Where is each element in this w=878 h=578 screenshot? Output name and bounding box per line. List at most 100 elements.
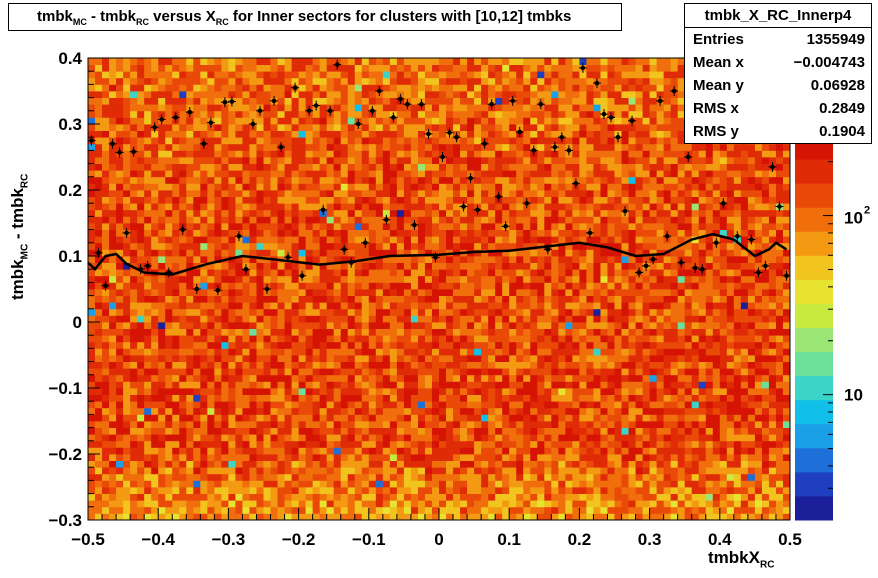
heatmap-cell bbox=[586, 407, 594, 415]
heatmap-cell bbox=[263, 335, 271, 343]
heatmap-cell bbox=[172, 64, 180, 72]
heatmap-cell bbox=[95, 315, 103, 323]
heatmap-cell bbox=[424, 500, 433, 508]
heatmap-cell bbox=[291, 454, 299, 461]
heatmap-cell bbox=[347, 157, 356, 164]
heatmap-cell bbox=[151, 223, 159, 230]
heatmap-cell bbox=[158, 355, 166, 362]
heatmap-cell bbox=[509, 447, 517, 455]
heatmap-cell bbox=[488, 269, 496, 277]
heatmap-cell bbox=[249, 110, 257, 118]
heatmap-cell bbox=[263, 487, 271, 494]
heatmap-cell bbox=[474, 427, 482, 435]
heatmap-cell bbox=[558, 77, 566, 85]
heatmap-cell bbox=[361, 269, 370, 277]
heatmap-cell bbox=[488, 163, 496, 171]
heatmap-cell bbox=[410, 355, 419, 362]
heatmap-cell bbox=[368, 71, 377, 79]
heatmap-cell bbox=[102, 414, 110, 422]
heatmap-cell bbox=[410, 460, 419, 468]
heatmap-cell bbox=[193, 223, 201, 230]
heatmap-cell bbox=[333, 282, 342, 290]
heatmap-cell bbox=[424, 308, 433, 316]
heatmap-cell bbox=[424, 401, 433, 409]
heatmap-cell bbox=[361, 341, 370, 349]
heatmap-cell bbox=[305, 130, 314, 138]
heatmap-cell bbox=[270, 64, 278, 72]
heatmap-cell bbox=[495, 183, 503, 191]
heatmap-cell bbox=[88, 414, 96, 422]
heatmap-cell bbox=[102, 506, 110, 514]
heatmap-cell bbox=[186, 262, 194, 270]
heatmap-cell bbox=[509, 104, 517, 112]
heatmap-cell bbox=[354, 143, 363, 151]
heatmap-cell bbox=[319, 289, 328, 296]
heatmap-cell bbox=[263, 150, 271, 158]
heatmap-cell bbox=[572, 374, 580, 382]
heatmap-cell bbox=[403, 275, 412, 283]
heatmap-cell bbox=[228, 249, 236, 257]
heatmap-cell bbox=[460, 190, 468, 197]
heatmap-cell bbox=[130, 473, 138, 481]
heatmap-cell bbox=[116, 71, 124, 79]
heatmap-cell bbox=[270, 117, 278, 125]
heatmap-cell bbox=[347, 407, 356, 415]
heatmap-cell bbox=[516, 368, 524, 376]
heatmap-cell bbox=[396, 104, 405, 112]
heatmap-cell bbox=[382, 401, 391, 409]
heatmap-cell bbox=[144, 302, 152, 310]
heatmap-cell bbox=[361, 427, 370, 435]
heatmap-cell bbox=[102, 203, 110, 211]
heatmap-cell bbox=[354, 262, 363, 270]
heatmap-cell bbox=[326, 401, 335, 409]
heatmap-cell bbox=[249, 440, 257, 448]
heatmap-cell bbox=[354, 183, 363, 191]
heatmap-cell bbox=[214, 130, 222, 138]
heatmap-cell bbox=[270, 209, 278, 217]
heatmap-cell bbox=[403, 467, 412, 475]
heatmap-cell bbox=[474, 282, 482, 290]
heatmap-cell bbox=[523, 407, 531, 415]
heatmap-cell bbox=[495, 117, 503, 125]
heatmap-cell bbox=[361, 467, 370, 475]
heatmap-cell bbox=[354, 388, 363, 395]
heatmap-cell bbox=[579, 308, 587, 316]
heatmap-cell bbox=[375, 229, 384, 237]
heatmap-cell bbox=[446, 434, 454, 442]
heatmap-cell bbox=[214, 388, 222, 395]
heatmap-cell bbox=[144, 440, 152, 448]
heatmap-cell bbox=[158, 64, 166, 72]
heatmap-cell bbox=[389, 170, 398, 178]
heatmap-cell bbox=[221, 322, 229, 329]
heatmap-cell bbox=[88, 434, 96, 442]
heatmap-cell bbox=[530, 249, 538, 257]
heatmap-cell bbox=[333, 341, 342, 349]
heatmap-cell bbox=[221, 500, 229, 508]
heatmap-cell bbox=[551, 368, 559, 376]
heatmap-cell bbox=[88, 203, 96, 211]
heatmap-cell bbox=[565, 130, 573, 138]
heatmap-cell bbox=[165, 229, 173, 237]
heatmap-cell bbox=[572, 460, 580, 468]
heatmap-cell bbox=[109, 302, 117, 310]
heatmap-cell bbox=[572, 196, 580, 204]
heatmap-cell bbox=[130, 256, 138, 263]
heatmap-cell bbox=[565, 493, 573, 501]
heatmap-cell bbox=[200, 302, 208, 310]
heatmap-cell bbox=[277, 427, 285, 435]
heatmap-cell bbox=[200, 493, 208, 501]
heatmap-cell bbox=[375, 374, 384, 382]
heatmap-cell bbox=[249, 157, 257, 164]
heatmap-cell bbox=[102, 150, 110, 158]
heatmap-cell bbox=[319, 236, 328, 244]
heatmap-cell bbox=[495, 361, 503, 369]
heatmap-cell bbox=[467, 513, 475, 521]
heatmap-cell bbox=[151, 328, 159, 336]
heatmap-cell bbox=[551, 137, 559, 145]
heatmap-cell bbox=[207, 440, 215, 448]
heatmap-cell bbox=[200, 440, 208, 448]
heatmap-cell bbox=[186, 454, 194, 461]
heatmap-cell bbox=[312, 361, 321, 369]
heatmap-cell bbox=[509, 355, 517, 362]
heatmap-cell bbox=[537, 427, 545, 435]
